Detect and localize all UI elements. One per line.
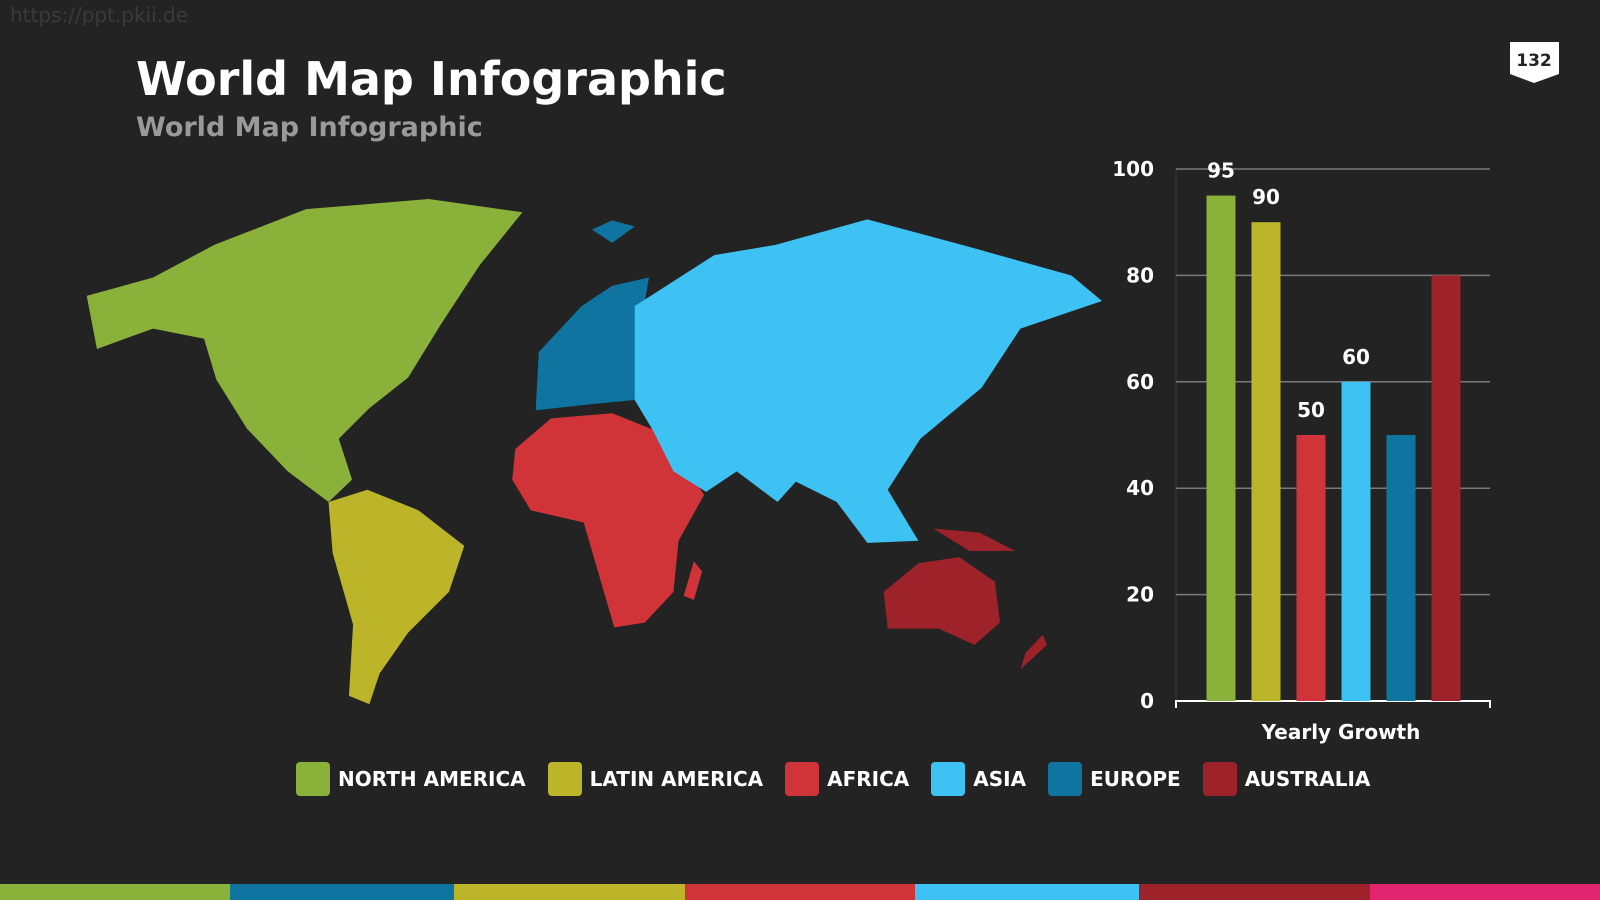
legend-item: NORTH AMERICA — [296, 761, 526, 796]
world-map — [86, 198, 1103, 705]
map-europe — [535, 220, 649, 411]
legend-label: AFRICA — [827, 766, 910, 791]
watermark: https://ppt.pkii.de — [10, 3, 188, 27]
legend-item: AFRICA — [785, 761, 910, 796]
page-badge — [1510, 42, 1559, 83]
legend-swatch — [1048, 761, 1083, 796]
bar — [1296, 435, 1326, 701]
legend-label: AUSTRALIA — [1244, 766, 1371, 791]
legend-item: EUROPE — [1048, 761, 1181, 796]
legend-swatch — [296, 761, 330, 796]
map-africa — [512, 413, 705, 628]
data-label: 60 — [1342, 345, 1370, 369]
map-australia — [883, 528, 1047, 670]
map-latin-america — [328, 489, 465, 705]
x-axis-label: Yearly Growth — [1261, 720, 1421, 744]
y-tick-label: 0 — [1140, 689, 1154, 713]
legend-item: LATIN AMERICA — [547, 761, 764, 796]
y-tick-label: 60 — [1126, 370, 1154, 394]
bar — [1431, 275, 1461, 701]
legend-swatch — [931, 761, 966, 796]
data-label: 95 — [1207, 159, 1235, 183]
legend: NORTH AMERICA LATIN AMERICA AFRICA ASIA EURO… — [296, 761, 1392, 796]
slide-title: World Map Infographic — [136, 52, 727, 106]
x-axis-line — [1175, 700, 1491, 708]
data-label: 90 — [1252, 185, 1280, 209]
legend-swatch — [547, 761, 582, 796]
legend-item: AUSTRALIA — [1202, 761, 1371, 796]
bar — [1206, 195, 1236, 701]
y-tick-label: 100 — [1112, 157, 1154, 181]
map-asia — [634, 219, 1103, 543]
page-number: 132 — [1516, 51, 1552, 71]
bar — [1386, 435, 1416, 701]
legend-swatch — [1202, 761, 1237, 796]
map-north-america — [86, 198, 523, 503]
legend-label: ASIA — [973, 766, 1027, 791]
bar — [1251, 222, 1281, 701]
legend-label: NORTH AMERICA — [338, 766, 526, 791]
y-tick-label: 80 — [1126, 263, 1154, 287]
legend-item: ASIA — [931, 761, 1027, 796]
legend-swatch — [785, 761, 820, 796]
data-label: 50 — [1297, 398, 1325, 422]
slide-subtitle: World Map Infographic — [136, 112, 483, 143]
legend-label: EUROPE — [1090, 766, 1181, 791]
legend-label: LATIN AMERICA — [589, 766, 764, 791]
y-tick-label: 40 — [1126, 476, 1154, 500]
bar — [1341, 381, 1371, 701]
y-tick-label: 20 — [1126, 583, 1154, 607]
